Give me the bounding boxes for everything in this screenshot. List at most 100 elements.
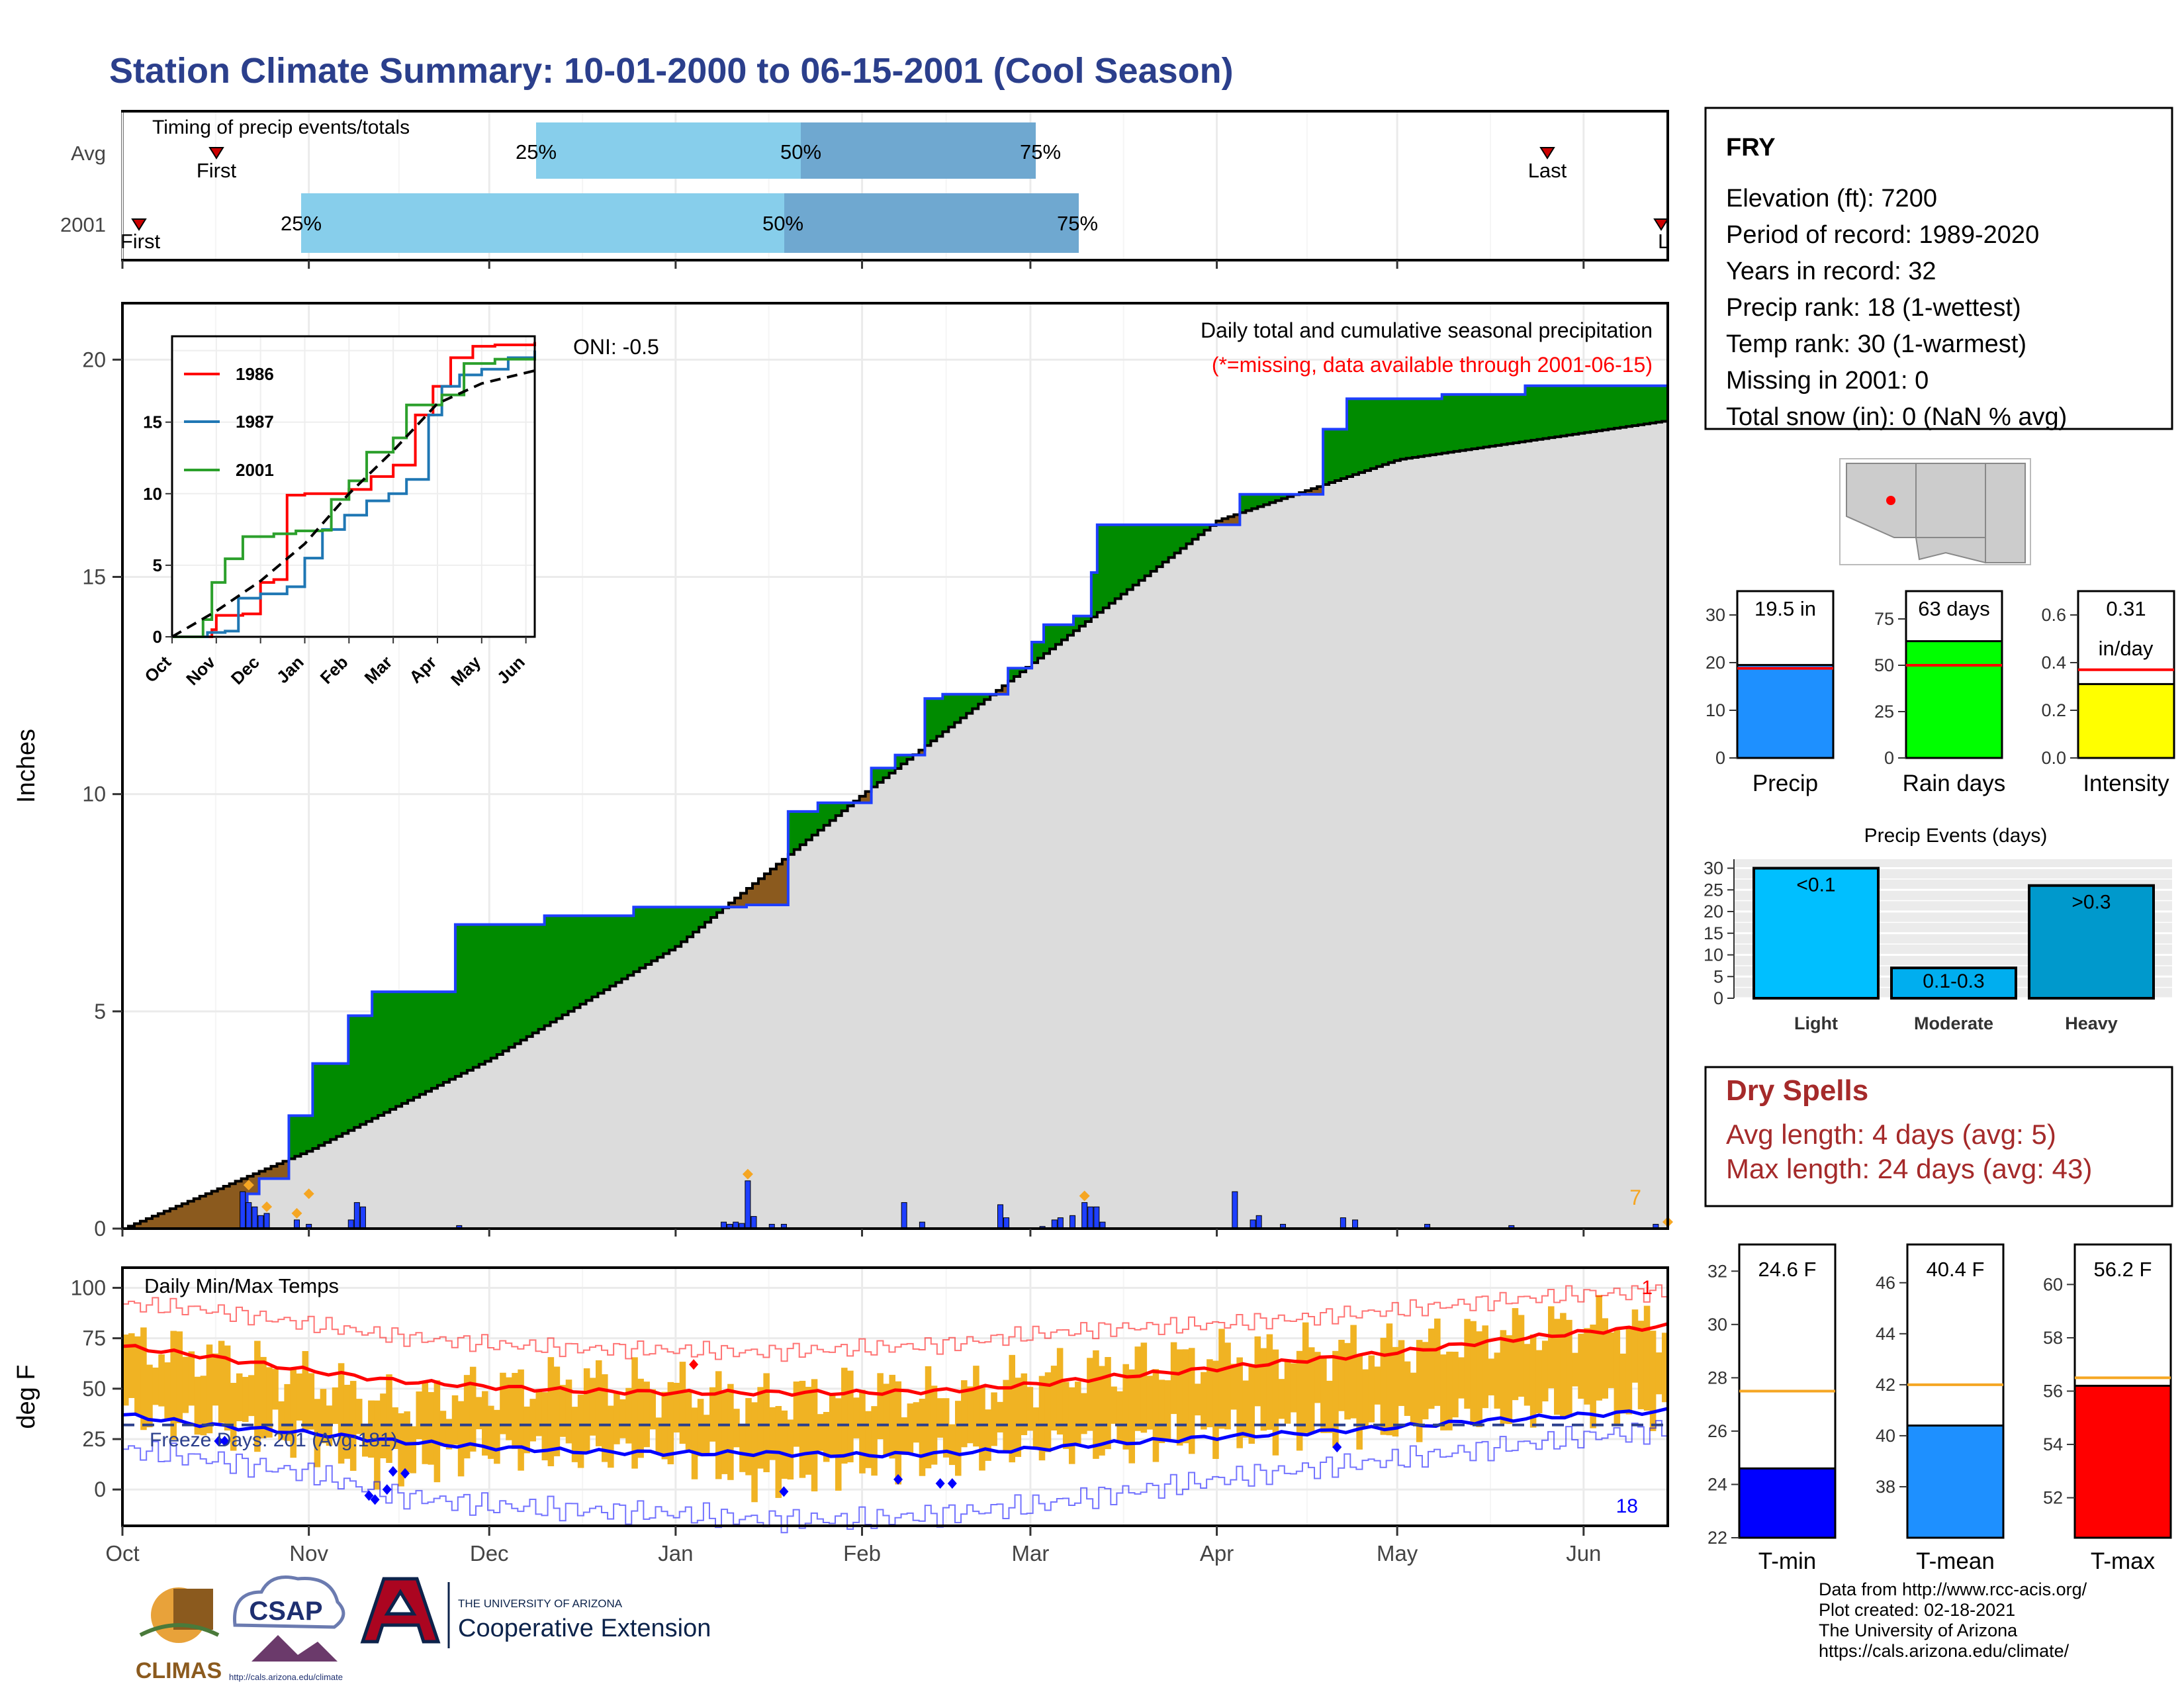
daily-precip-bar bbox=[251, 1206, 258, 1229]
footer-line-data-source: Data from http://www.rcc-acis.org/ bbox=[1819, 1579, 2087, 1599]
daily-temp-bar bbox=[1170, 1342, 1177, 1415]
daily-precip-bar bbox=[353, 1202, 360, 1229]
daily-temp-bar bbox=[1482, 1325, 1488, 1409]
daily-temp-bar bbox=[1122, 1364, 1129, 1450]
daily-temp-bar bbox=[691, 1407, 698, 1479]
daily-precip-bar bbox=[1093, 1206, 1100, 1229]
x-tick-label: May bbox=[1377, 1541, 1418, 1566]
rain-days-tick-label: 25 bbox=[1874, 702, 1894, 722]
daily-temp-bar bbox=[1212, 1360, 1219, 1459]
timing-row-2001-label: 2001 bbox=[60, 213, 106, 236]
events-y-tick-label: 5 bbox=[1713, 966, 1723, 986]
daily-temp-bar bbox=[614, 1391, 620, 1444]
events-y-tick-label: 0 bbox=[1713, 988, 1723, 1008]
tmax-tick-label: 52 bbox=[2043, 1488, 2063, 1508]
daily-temp-bar bbox=[433, 1380, 441, 1483]
daily-precip-bar bbox=[1340, 1217, 1346, 1229]
daily-temp-bar bbox=[1488, 1358, 1495, 1395]
map-new-mexico bbox=[1915, 463, 1986, 538]
daily-temp-bar bbox=[170, 1331, 177, 1440]
daily-temp-bar bbox=[404, 1411, 410, 1473]
inset-bg bbox=[172, 336, 535, 637]
intensity-tick-label: 0.6 bbox=[2041, 605, 2066, 625]
events-y-tick-label: 15 bbox=[1704, 923, 1723, 943]
daily-temp-bar bbox=[1314, 1352, 1321, 1403]
ua-big-text: Cooperative Extension bbox=[458, 1615, 711, 1642]
daily-temp-bar bbox=[1535, 1350, 1543, 1413]
daily-temp-bar bbox=[1003, 1380, 1009, 1450]
y2001-last-marker bbox=[1653, 218, 1669, 231]
record-low-marker bbox=[388, 1466, 398, 1477]
missing-count: 7 bbox=[1629, 1186, 1641, 1209]
daily-temp-bar bbox=[1332, 1350, 1339, 1448]
temp-y-tick-label: 0 bbox=[94, 1477, 106, 1501]
daily-temp-bar bbox=[931, 1385, 938, 1465]
daily-temp-bar bbox=[1140, 1342, 1148, 1433]
daily-temp-bar bbox=[355, 1399, 363, 1434]
tmin-tick-label: 26 bbox=[1707, 1421, 1727, 1441]
tmean-tick-label: 42 bbox=[1876, 1375, 1895, 1395]
daily-temp-bar bbox=[1512, 1308, 1519, 1401]
daily-temp-bar bbox=[475, 1397, 482, 1430]
tmax-tick-label: 56 bbox=[2043, 1382, 2063, 1401]
precip-tick-label: 30 bbox=[1706, 605, 1725, 625]
daily-temp-bar bbox=[1188, 1348, 1195, 1454]
daily-temp-bar bbox=[1637, 1321, 1645, 1409]
climas-logo-wave-icon bbox=[139, 1623, 220, 1637]
daily-temp-bar bbox=[697, 1399, 704, 1456]
inset-legend: 1986 1987 2001 bbox=[184, 364, 274, 480]
daily-temp-bar bbox=[535, 1389, 543, 1436]
csap-url: http://cals.arizona.edu/climate bbox=[229, 1672, 343, 1682]
daily-temp-bar bbox=[1152, 1369, 1160, 1462]
record-low-marker bbox=[370, 1494, 380, 1505]
temp-plot-area bbox=[122, 1284, 1668, 1534]
event-category-label: Moderate bbox=[1914, 1013, 1993, 1033]
dry-spells-avg: Avg length: 4 days (avg: 5) bbox=[1726, 1119, 2056, 1150]
daily-temp-bar bbox=[343, 1384, 351, 1459]
daily-temp-bar bbox=[1224, 1342, 1231, 1430]
daily-temp-bar bbox=[745, 1398, 752, 1476]
daily-temp-bar bbox=[296, 1373, 303, 1421]
daily-temp-bar bbox=[1434, 1318, 1441, 1406]
tmax-value-label: 56.2 F bbox=[2094, 1258, 2152, 1281]
missing-note: (*=missing, data available through 2001-… bbox=[1212, 353, 1653, 377]
csap-logo: CSAP http://cals.arizona.edu/climate bbox=[229, 1575, 345, 1682]
record-min-line bbox=[122, 1420, 1668, 1534]
daily-temp-bar bbox=[457, 1401, 465, 1477]
daily-temp-bar bbox=[1655, 1352, 1662, 1395]
precip-plot-area bbox=[122, 381, 1673, 1230]
daily-temp-bar bbox=[122, 1335, 129, 1406]
intensity-value-label: 0.31 bbox=[2106, 597, 2146, 620]
precip-bar bbox=[1736, 664, 1835, 759]
precip-y-tick-label: 0 bbox=[94, 1217, 106, 1241]
daily-temp-bar bbox=[302, 1350, 309, 1432]
oni-label: ONI: -0.5 bbox=[573, 335, 659, 359]
daily-precip-bar bbox=[1255, 1215, 1262, 1229]
daily-temp-bar bbox=[266, 1367, 273, 1438]
daily-temp-bar bbox=[1649, 1331, 1657, 1431]
daily-temp-bar bbox=[230, 1383, 237, 1451]
daily-temp-bar bbox=[835, 1398, 842, 1491]
daily-temp-bar bbox=[1111, 1386, 1117, 1424]
dry-spells-max: Max length: 24 days (avg: 43) bbox=[1726, 1153, 2092, 1184]
daily-temp-bar bbox=[182, 1356, 189, 1413]
daily-temp-bar bbox=[506, 1377, 512, 1440]
daily-temp-bar bbox=[482, 1391, 488, 1456]
daily-temp-bar bbox=[1296, 1350, 1303, 1451]
daily-temp-bar bbox=[991, 1392, 997, 1446]
events-y-tick-label: 25 bbox=[1704, 880, 1723, 900]
daily-temp-bar bbox=[1590, 1325, 1596, 1429]
daily-temp-bar bbox=[1619, 1353, 1627, 1414]
daily-temp-bar bbox=[553, 1366, 561, 1456]
daily-temp-bar bbox=[1032, 1407, 1040, 1449]
daily-temp-bar bbox=[1218, 1329, 1225, 1429]
avg-p75-label: 75% bbox=[1020, 140, 1061, 164]
event-bar-heavy bbox=[2028, 884, 2155, 1000]
daily-temp-bar bbox=[1631, 1309, 1639, 1383]
tmin-tick-label: 30 bbox=[1707, 1315, 1727, 1335]
daily-temp-bar bbox=[847, 1370, 854, 1463]
inset-y-tick-label: 15 bbox=[143, 412, 162, 432]
daily-temp-bar bbox=[679, 1362, 686, 1444]
